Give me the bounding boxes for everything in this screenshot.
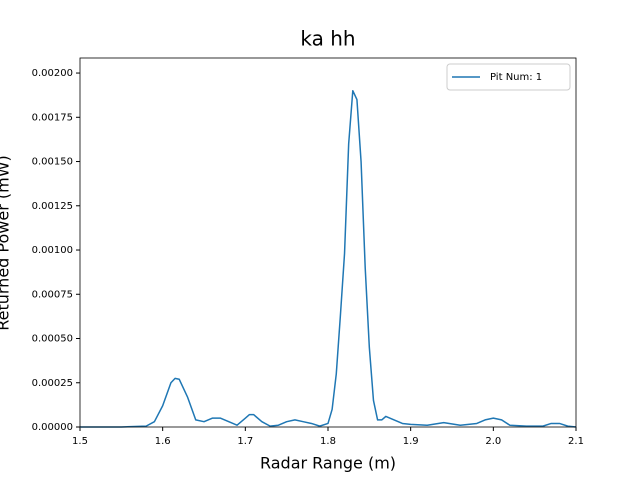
x-tick-label: 2.1 xyxy=(568,436,584,447)
y-tick-label: 0.00050 xyxy=(32,334,73,345)
y-tick-label: 0.00175 xyxy=(32,112,73,123)
y-tick-label: 0.00150 xyxy=(32,157,73,168)
y-tick-label: 0.00200 xyxy=(32,68,73,79)
y-tick-label: 0.00100 xyxy=(32,245,73,256)
plot-frame xyxy=(79,57,577,428)
y-axis-label: Returned Power (mW) xyxy=(0,155,13,331)
data-line xyxy=(80,89,577,428)
y-tick-label: 0.00075 xyxy=(32,289,73,300)
x-tick-label: 1.7 xyxy=(237,436,253,447)
legend-box xyxy=(446,63,571,91)
x-tick-label: 1.5 xyxy=(72,436,88,447)
y-tick-label: 0.00025 xyxy=(32,378,73,389)
x-tick-label: 1.6 xyxy=(155,436,171,447)
chart-title: ka hh xyxy=(300,27,355,51)
x-tick-label: 1.9 xyxy=(403,436,419,447)
y-tick-label: 0.00125 xyxy=(32,201,73,212)
y-tick-label: 0.00000 xyxy=(32,422,73,433)
x-tick-label: 1.8 xyxy=(320,436,336,447)
legend-label: Pit Num: 1 xyxy=(490,72,542,83)
x-axis-label: Radar Range (m) xyxy=(260,454,396,473)
x-tick-label: 2.0 xyxy=(485,436,501,447)
